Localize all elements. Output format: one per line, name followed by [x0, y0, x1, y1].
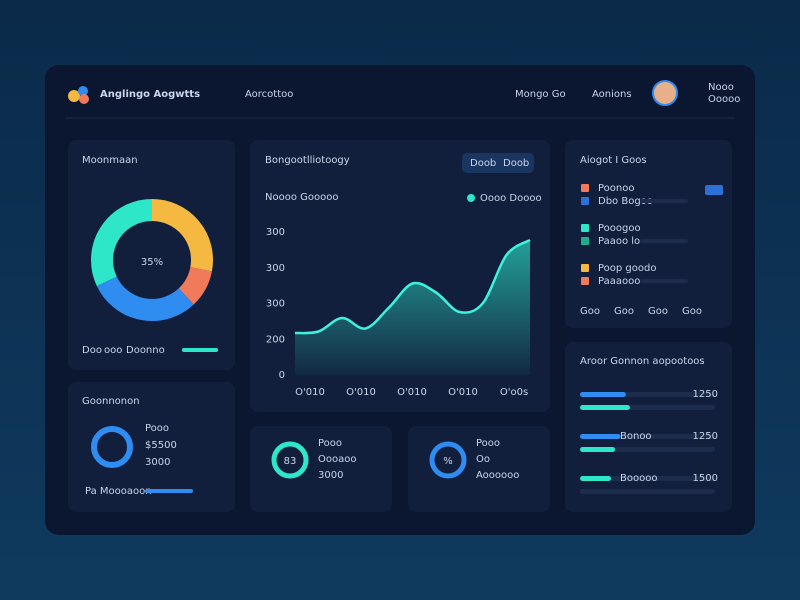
bar-value: 1250 [693, 431, 718, 442]
stat-line: 3000 [318, 470, 343, 481]
x-tick-label: O'010 [295, 387, 325, 398]
legend-swatch [581, 237, 589, 245]
track [580, 489, 715, 494]
progress [182, 348, 218, 352]
donut-segment [96, 276, 194, 321]
track [640, 239, 688, 243]
tab[interactable]: Doob [503, 158, 529, 169]
x-tick-label: O'o0s [500, 387, 528, 398]
y-tick-label: 300 [266, 263, 285, 274]
footer-text: Goo [580, 306, 600, 317]
y-tick-label: 300 [266, 299, 285, 310]
legend-dot [467, 194, 475, 202]
list-item: Paaoo lo [598, 236, 640, 247]
card-title: Goonnonon [82, 396, 140, 407]
legend-text: Oooo Doooo [480, 193, 542, 204]
legend-swatch [581, 264, 589, 272]
user-name: Nooo [708, 82, 734, 93]
y-tick-label: 300 [266, 227, 285, 238]
bar [580, 447, 616, 452]
stat-line: Oo [476, 454, 490, 465]
ring-label: % [443, 456, 453, 467]
legend-swatch [581, 184, 589, 192]
list-item: Paaaooo [598, 276, 640, 287]
donut-segment [91, 199, 153, 286]
bar-value: 1250 [693, 389, 718, 400]
stat-line: $5500 [145, 440, 177, 451]
legend-swatch [581, 197, 589, 205]
bar [580, 392, 626, 397]
y-tick-label: 200 [266, 334, 285, 345]
footer-text: Pa Moooaoon [85, 486, 152, 497]
card [565, 140, 732, 328]
stat-line: Pooo [318, 438, 342, 449]
x-tick-label: O'010 [397, 387, 427, 398]
subtitle: Aorcottoo [245, 89, 293, 100]
card-title: Aiogot I Goos [580, 155, 647, 166]
stat-line: Pooo [145, 423, 169, 434]
area [295, 240, 530, 375]
card-title: Aroor Gonnon aopootoos [580, 356, 705, 367]
avatar[interactable] [652, 80, 678, 106]
ring-label: 83 [284, 456, 297, 467]
track [580, 476, 715, 481]
list-item: Dbo Bogoo [598, 196, 653, 207]
logo [68, 86, 89, 104]
bar-label: Booooo [620, 473, 657, 484]
list-item: Poop goodo [598, 263, 657, 274]
list-item: Pooogoo [598, 223, 641, 234]
card [68, 382, 235, 512]
tab-group[interactable] [462, 153, 534, 173]
track [640, 199, 688, 203]
nav-item[interactable]: Aonions [592, 89, 632, 100]
footer-text: Goo [648, 306, 668, 317]
bar-label: Bonoo [620, 431, 652, 442]
card [408, 426, 550, 512]
donut-segment [151, 199, 213, 272]
bar [580, 476, 612, 481]
card-title: Bongootlliotoogy [265, 155, 350, 166]
footer-text: Doonno [126, 345, 165, 356]
x-tick-label: O'010 [346, 387, 376, 398]
ring [91, 426, 133, 468]
badge[interactable] [705, 185, 723, 195]
bar [580, 405, 630, 410]
footer-text: Goo [682, 306, 702, 317]
footer-text: ooo [104, 345, 122, 356]
card [68, 140, 235, 370]
user-name: Ooooo [708, 94, 740, 105]
donut-center: 35% [141, 257, 163, 268]
track [640, 279, 688, 283]
tab[interactable]: Doob [470, 158, 496, 169]
line [294, 238, 531, 335]
stat-line: Pooo [476, 438, 500, 449]
footer-text: Doo [82, 345, 102, 356]
x-tick-label: O'010 [448, 387, 478, 398]
app-title: Anglingo Aogwtts [100, 89, 200, 100]
legend-text: Noooo Gooooo [265, 192, 338, 203]
card [250, 426, 392, 512]
donut-segment [178, 266, 212, 305]
list-item: Poonoo [598, 183, 634, 194]
legend-swatch [581, 277, 589, 285]
stat-line: Oooaoo [318, 454, 356, 465]
bar-value: 1500 [693, 473, 718, 484]
legend-swatch [581, 224, 589, 232]
footer-text: Goo [614, 306, 634, 317]
stat-line: Aoooooo [476, 470, 519, 481]
nav-item[interactable]: Mongo Go [515, 89, 566, 100]
ring [429, 441, 467, 479]
card [565, 342, 732, 512]
stat-line: 3000 [145, 457, 170, 468]
progress [145, 489, 193, 493]
y-tick-label: 0 [279, 370, 285, 381]
ring [271, 441, 309, 479]
bar [580, 434, 621, 439]
card-title: Moonmaan [82, 155, 138, 166]
